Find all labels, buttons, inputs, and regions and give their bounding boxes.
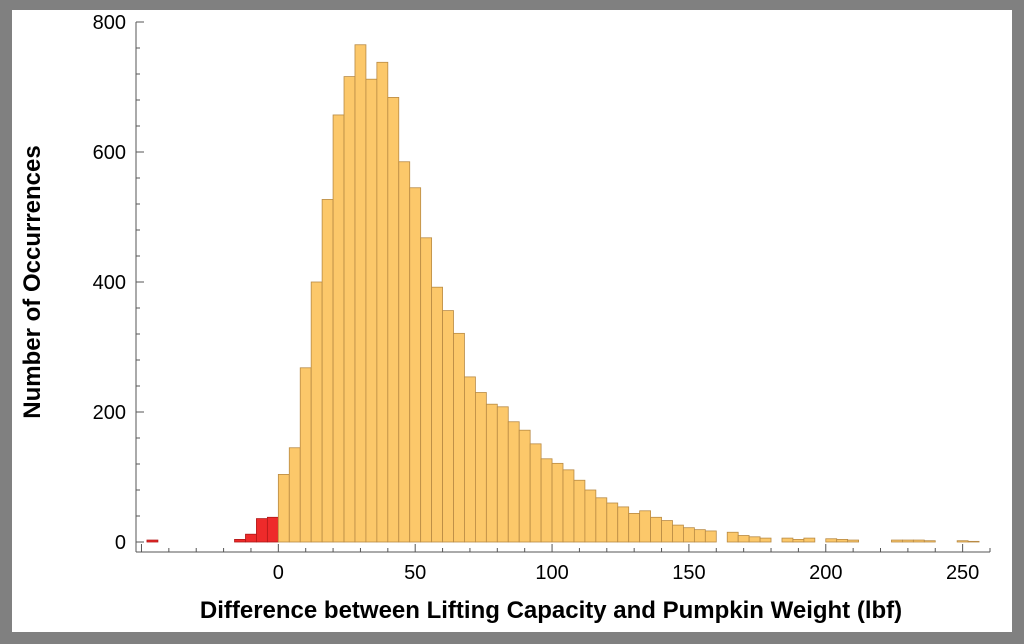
y-axis-title: Number of Occurrences [19, 145, 46, 418]
histogram-bar [518, 429, 531, 543]
histogram-bar [902, 539, 914, 543]
histogram-bar [409, 187, 422, 543]
histogram-bar [277, 473, 290, 543]
histogram-bar [442, 310, 454, 543]
x-tick-label: 50 [404, 562, 426, 584]
histogram-chart: 0 50 100 150 200 250 0 200 400 600 800 Difference b… [19, 12, 991, 624]
x-axis-title: Difference between Lifting Capacity and … [200, 597, 902, 624]
histogram-bar [704, 530, 717, 543]
histogram-bar [256, 518, 268, 543]
histogram-bar [891, 539, 903, 543]
histogram-bar [836, 539, 849, 543]
y-tick-label: 400 [93, 272, 126, 294]
histogram-bar [507, 421, 520, 543]
histogram-bar [683, 527, 695, 543]
histogram-bar [825, 538, 838, 543]
histogram-bar [299, 367, 312, 543]
histogram-bar [496, 406, 509, 543]
histogram-bar [453, 332, 465, 543]
histogram-bar [332, 114, 345, 543]
histogram-bar [847, 539, 860, 543]
x-tick-label: 150 [672, 562, 705, 584]
histogram-bar [464, 376, 476, 543]
x-tick-label: 0 [273, 562, 284, 584]
histogram-bar [726, 531, 739, 543]
histogram-bar [529, 443, 542, 543]
histogram-bar [354, 44, 367, 543]
y-tick-label: 800 [93, 12, 126, 34]
histogram-bar [584, 489, 597, 543]
histogram-bar [266, 516, 279, 543]
histogram-bar [956, 540, 969, 543]
histogram-bar [288, 447, 301, 543]
histogram-bar [540, 458, 553, 543]
histogram-bar [146, 539, 159, 543]
y-tick-label: 0 [115, 532, 126, 554]
histogram-bar [475, 392, 487, 543]
histogram-bar [562, 469, 575, 543]
histogram-bar [617, 506, 630, 543]
histogram-bar [595, 497, 608, 543]
histogram-bar [398, 161, 411, 543]
y-tick-label: 200 [93, 402, 126, 424]
histogram-bar [606, 502, 619, 543]
histogram-bar [310, 281, 323, 543]
x-tick-label: 200 [809, 562, 842, 584]
x-tick-label: 100 [535, 562, 568, 584]
histogram-bar [759, 537, 772, 543]
histogram-bar [420, 237, 433, 543]
histogram-bar [431, 286, 443, 543]
chart-frame: 0 50 100 150 200 250 0 200 400 600 800 Difference b… [12, 10, 1012, 632]
histogram-bar [737, 535, 750, 543]
histogram-bar [781, 537, 794, 543]
histogram-bar [792, 539, 805, 543]
histogram-bar [485, 403, 498, 543]
histogram-bar [387, 97, 400, 543]
histogram-bar [343, 76, 356, 543]
histogram-bar [650, 516, 662, 543]
histogram-bar [321, 199, 334, 543]
histogram-bar [573, 479, 586, 543]
histogram-bar [639, 510, 651, 543]
histogram-bar [365, 78, 378, 543]
histogram-bar [912, 539, 925, 543]
histogram-bar [803, 537, 816, 543]
histogram-bar [693, 529, 706, 543]
histogram-bar [661, 520, 673, 543]
histogram-bar [923, 540, 936, 543]
histogram-bar [245, 533, 257, 543]
histogram-bar [748, 536, 761, 543]
histogram-bar [672, 524, 684, 543]
y-tick-label: 600 [93, 142, 126, 164]
histogram-bar [967, 540, 980, 543]
histogram-bar [628, 512, 641, 543]
histogram-bar [551, 462, 564, 543]
histogram-bar [376, 61, 389, 543]
x-tick-label: 250 [946, 562, 979, 584]
histogram-bar [234, 539, 246, 543]
